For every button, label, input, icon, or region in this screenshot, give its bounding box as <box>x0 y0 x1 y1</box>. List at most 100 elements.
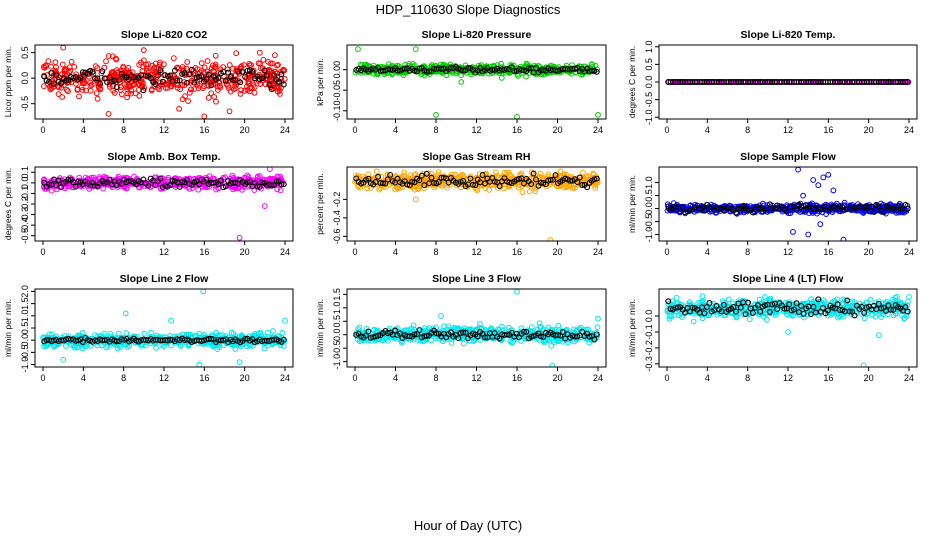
average-point <box>75 178 82 185</box>
average-point <box>92 75 98 82</box>
x-tick-label: 8 <box>433 373 438 383</box>
data-point <box>586 339 593 346</box>
data-point <box>548 342 555 349</box>
data-point <box>867 296 874 303</box>
panel-title: Slope Line 2 Flow <box>120 273 210 285</box>
data-point <box>254 173 261 180</box>
average-point <box>416 65 423 72</box>
data-point <box>451 324 458 331</box>
data-point <box>224 66 231 73</box>
average-point <box>140 87 147 94</box>
data-point <box>232 185 239 192</box>
data-point <box>428 337 435 344</box>
average-point <box>167 72 174 79</box>
average-point <box>520 67 527 74</box>
data-point <box>819 209 826 216</box>
average-point <box>220 337 227 343</box>
average-point <box>41 73 48 80</box>
average-point <box>77 75 84 81</box>
average-point <box>79 69 86 76</box>
y-tick-label: 0.0 <box>20 72 30 85</box>
outlier-point <box>595 315 601 322</box>
y-tick-label: -0.2 <box>20 196 30 212</box>
data-point <box>274 62 280 69</box>
data-point <box>379 337 386 344</box>
data-point <box>94 95 101 102</box>
data-point <box>123 84 130 90</box>
data-point <box>139 83 145 90</box>
average-point <box>237 79 244 86</box>
data-point <box>226 78 233 84</box>
x-tick-label: 8 <box>433 247 438 257</box>
average-point <box>176 183 183 190</box>
data-point <box>478 62 485 68</box>
outlier-point <box>514 114 520 119</box>
x-tick-label: 16 <box>823 125 833 135</box>
data-point <box>128 90 134 97</box>
data-points <box>353 289 601 367</box>
data-point <box>198 60 205 66</box>
y-tick-label: 2.0 <box>20 285 30 298</box>
data-point <box>120 63 126 70</box>
data-point <box>570 326 577 333</box>
outlier-point <box>168 317 175 324</box>
outlier-point <box>800 192 806 199</box>
y-tick-label: 0.5 <box>644 189 654 202</box>
average-point <box>55 177 62 184</box>
outlier-point <box>60 45 67 51</box>
data-point <box>238 87 245 93</box>
y-tick-label: 0.0 <box>20 177 30 190</box>
y-axis-label: ml/min per min. <box>627 299 637 357</box>
data-point <box>494 62 501 69</box>
average-point <box>65 176 72 183</box>
data-point <box>170 55 177 62</box>
x-tick-label: 16 <box>199 247 209 257</box>
data-point <box>141 330 148 337</box>
data-point <box>212 61 219 68</box>
data-point <box>79 80 86 87</box>
average-point <box>375 332 382 339</box>
average-point <box>152 81 159 88</box>
data-point <box>532 188 539 195</box>
average-point <box>94 75 101 82</box>
y-tick-label: -0.5 <box>20 96 30 112</box>
data-point <box>168 342 174 349</box>
x-tick-label: 8 <box>121 373 126 383</box>
average-point <box>157 175 164 182</box>
average-point <box>460 67 467 74</box>
data-point <box>226 62 233 68</box>
average-point <box>520 328 527 335</box>
x-tick-label: 4 <box>393 373 398 383</box>
panel-title: Slope Line 4 (LT) Flow <box>733 273 844 285</box>
data-point <box>526 188 533 195</box>
average-point <box>841 206 848 213</box>
data-point <box>536 320 543 327</box>
data-point <box>185 98 192 104</box>
data-point <box>212 52 219 59</box>
average-point <box>266 81 273 88</box>
outlier-point <box>795 167 801 173</box>
average-point <box>222 77 229 84</box>
average-point <box>72 183 79 190</box>
data-point <box>64 87 70 93</box>
outlier-point <box>840 236 847 241</box>
data-point <box>580 169 586 176</box>
figure-title: HDP_110630 Slope Diagnostics <box>376 2 561 17</box>
x-tick-label: 0 <box>40 247 45 257</box>
data-point <box>410 322 417 329</box>
average-point <box>764 208 771 215</box>
average-point <box>837 204 843 211</box>
average-point <box>892 207 899 214</box>
average-point <box>89 68 96 75</box>
data-point <box>194 66 201 73</box>
data-point <box>257 329 264 336</box>
data-points <box>352 46 601 119</box>
data-point <box>225 83 232 89</box>
data-point <box>232 85 239 92</box>
outlier-point <box>595 112 601 118</box>
average-point <box>472 182 479 189</box>
outlier-point <box>355 46 361 52</box>
average-point <box>511 68 518 75</box>
